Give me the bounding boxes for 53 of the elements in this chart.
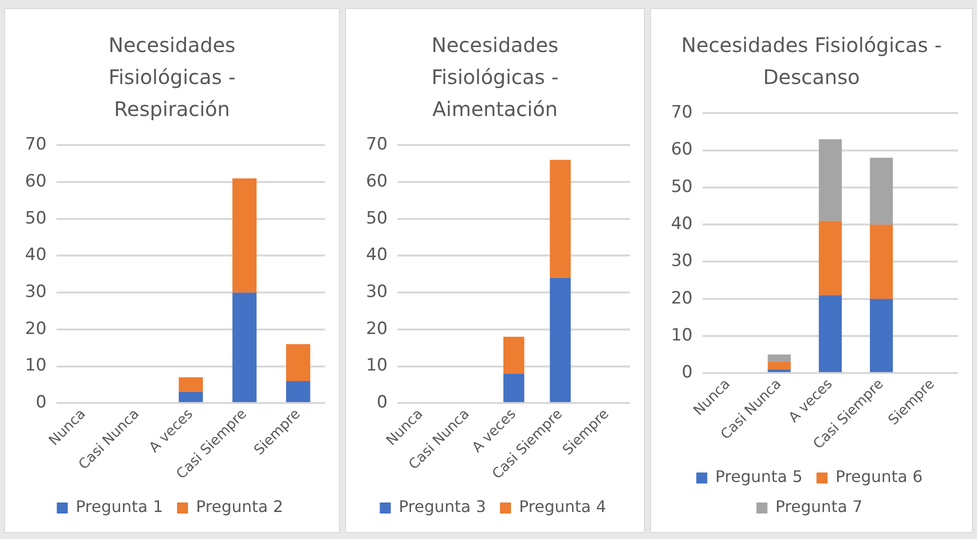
- bar: [870, 298, 893, 372]
- chart-title: Necesidades Fisiológicas - Descanso: [680, 32, 943, 91]
- y-tick-label: 10: [670, 325, 693, 346]
- bar: [178, 377, 203, 392]
- bar: [870, 158, 893, 225]
- bar: [232, 178, 257, 293]
- y-tick-label: 20: [670, 288, 693, 308]
- bar: [503, 374, 524, 402]
- y-tick-label: 40: [24, 245, 47, 266]
- y-tick-label: 10: [24, 356, 47, 376]
- y-tick-label: 0: [376, 392, 388, 413]
- bar: [550, 160, 571, 278]
- bar: [286, 344, 310, 381]
- y-tick-label: 10: [366, 356, 388, 376]
- y-tick-label: 70: [670, 102, 693, 123]
- y-tick-label: 30: [24, 282, 47, 302]
- bar: [550, 278, 571, 402]
- y-tick-label: 20: [24, 318, 47, 339]
- legend-label: Pregunta 3: [398, 497, 486, 516]
- y-tick-label: 0: [36, 392, 47, 413]
- y-tick-label: 40: [366, 245, 388, 266]
- legend-label: Pregunta 1: [76, 497, 163, 516]
- y-tick-label: 70: [24, 134, 47, 155]
- y-tick-label: 40: [670, 214, 693, 234]
- y-tick-label: 50: [670, 176, 693, 197]
- bar: [818, 139, 842, 221]
- bar: [870, 224, 893, 299]
- y-tick-label: 60: [670, 140, 693, 160]
- legend-label: Pregunta 2: [196, 497, 284, 516]
- bar: [818, 220, 842, 296]
- y-tick-label: 60: [366, 171, 388, 192]
- bar: [818, 295, 842, 372]
- y-tick-label: 30: [670, 251, 693, 272]
- bar: [768, 362, 791, 370]
- y-tick-label: 0: [682, 362, 693, 383]
- legend-label: Pregunta 7: [775, 497, 863, 516]
- bar: [286, 380, 310, 402]
- y-tick-label: 20: [366, 318, 388, 339]
- legend-label: Pregunta 5: [715, 467, 802, 486]
- y-tick-label: 70: [366, 134, 388, 155]
- y-tick-label: 50: [366, 208, 388, 228]
- bar: [503, 336, 524, 374]
- y-tick-label: 30: [366, 282, 388, 302]
- chart-title: Necesidades Fisiológicas - Respiración: [107, 32, 237, 123]
- chart-title: Necesidades Fisiológicas - Aimentación: [430, 32, 560, 123]
- bar: [232, 292, 257, 402]
- bar: [768, 369, 791, 372]
- legend-label: Pregunta 6: [836, 467, 923, 486]
- bar: [768, 354, 791, 362]
- bar: [178, 392, 203, 402]
- legend-label: Pregunta 4: [519, 497, 606, 516]
- y-tick-label: 50: [24, 208, 47, 228]
- y-tick-label: 60: [24, 171, 47, 192]
